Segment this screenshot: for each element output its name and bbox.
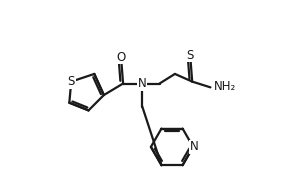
Text: N: N [190, 140, 198, 153]
Text: O: O [117, 50, 126, 64]
Text: S: S [68, 75, 75, 88]
Text: NH₂: NH₂ [214, 80, 236, 94]
Text: S: S [187, 49, 194, 62]
Text: N: N [138, 77, 147, 90]
